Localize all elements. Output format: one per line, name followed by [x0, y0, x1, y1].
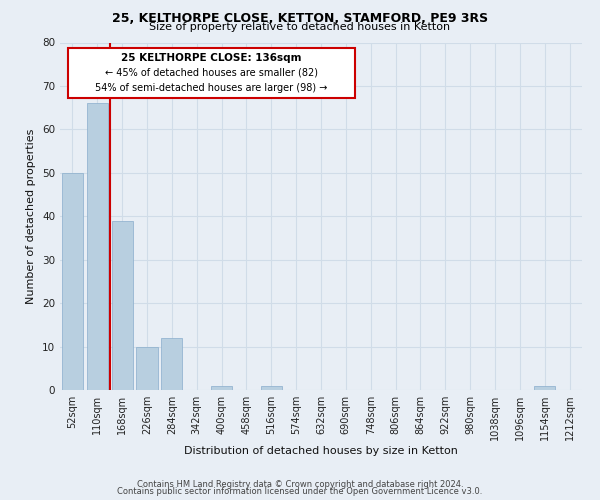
Text: 25 KELTHORPE CLOSE: 136sqm: 25 KELTHORPE CLOSE: 136sqm [121, 53, 302, 63]
Text: 54% of semi-detached houses are larger (98) →: 54% of semi-detached houses are larger (… [95, 83, 328, 93]
Text: Contains public sector information licensed under the Open Government Licence v3: Contains public sector information licen… [118, 487, 482, 496]
Bar [87, 104, 108, 390]
Bar [534, 386, 555, 390]
Bar [136, 346, 158, 390]
Bar [211, 386, 232, 390]
Y-axis label: Number of detached properties: Number of detached properties [26, 128, 37, 304]
FancyBboxPatch shape [68, 48, 355, 98]
Text: 25, KELTHORPE CLOSE, KETTON, STAMFORD, PE9 3RS: 25, KELTHORPE CLOSE, KETTON, STAMFORD, P… [112, 12, 488, 26]
Text: Contains HM Land Registry data © Crown copyright and database right 2024.: Contains HM Land Registry data © Crown c… [137, 480, 463, 489]
Bar [261, 386, 282, 390]
Text: ← 45% of detached houses are smaller (82): ← 45% of detached houses are smaller (82… [105, 68, 318, 78]
Text: Size of property relative to detached houses in Ketton: Size of property relative to detached ho… [149, 22, 451, 32]
Bar [112, 220, 133, 390]
Bar [161, 338, 182, 390]
Bar [62, 173, 83, 390]
X-axis label: Distribution of detached houses by size in Ketton: Distribution of detached houses by size … [184, 446, 458, 456]
